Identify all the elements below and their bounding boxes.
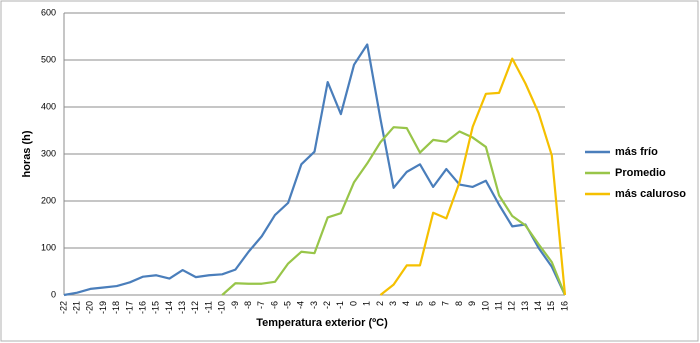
x-tick-label: -20 (85, 301, 95, 314)
y-tick-label: 200 (41, 195, 56, 205)
series-line (63, 43, 566, 297)
x-tick-label: -2 (322, 301, 332, 309)
y-tick-label: 500 (41, 54, 56, 64)
x-tick-label: 7 (441, 301, 451, 306)
x-axis-title: Temperatura exterior (ºC) (256, 317, 388, 329)
x-tick-label: -10 (217, 301, 227, 314)
x-tick-label: 6 (428, 301, 438, 306)
x-tick-label: 1 (362, 301, 372, 306)
x-tick-label: 5 (414, 301, 424, 306)
x-tick-label: -19 (98, 301, 108, 314)
x-tick-label: -13 (177, 301, 187, 314)
x-tick-label: 14 (533, 301, 543, 311)
x-tick-label: 16 (559, 301, 569, 311)
series-line (221, 126, 567, 296)
x-tick-label: -11 (203, 301, 213, 313)
y-tick-label: 0 (51, 289, 56, 299)
x-tick-label: 4 (401, 301, 411, 306)
x-tick-label: -4 (296, 301, 306, 309)
x-tick-label: -15 (151, 301, 161, 314)
x-tick-label: 9 (467, 301, 477, 306)
x-tick-label: -18 (111, 301, 121, 314)
x-tick-label: 10 (480, 301, 490, 311)
x-tick-label: -22 (58, 301, 68, 314)
x-tick-label: -9 (230, 301, 240, 309)
x-tick-label: 15 (546, 301, 556, 311)
x-tick-label: -17 (124, 301, 134, 314)
x-tick-label: -1 (335, 301, 345, 309)
y-tick-label: 600 (41, 7, 56, 17)
x-tick-label: -21 (72, 301, 82, 314)
x-tick-label: -12 (190, 301, 200, 314)
legend-label: más frío (615, 146, 658, 158)
legend-label: Promedio (615, 167, 666, 179)
legend-label: más caluroso (615, 188, 686, 200)
y-tick-label: 400 (41, 101, 56, 111)
x-tick-label: 3 (388, 301, 398, 306)
x-tick-label: -5 (283, 301, 293, 309)
x-tick-label: -6 (269, 301, 279, 309)
x-tick-label: -16 (137, 301, 147, 314)
x-tick-label: -8 (243, 301, 253, 309)
x-tick-label: 2 (375, 301, 385, 306)
series-line (379, 57, 567, 296)
x-tick-label: 12 (507, 301, 517, 311)
x-tick-label: -7 (256, 301, 266, 309)
x-tick-label: 11 (493, 301, 503, 310)
x-tick-label: -3 (309, 301, 319, 309)
y-axis-title: horas (h) (21, 130, 33, 177)
x-tick-label: -14 (164, 301, 174, 314)
x-tick-label: 13 (520, 301, 530, 311)
y-tick-label: 100 (41, 242, 56, 252)
y-tick-label: 300 (41, 148, 56, 158)
x-tick-label: 0 (348, 301, 358, 306)
x-tick-label: 8 (454, 301, 464, 306)
